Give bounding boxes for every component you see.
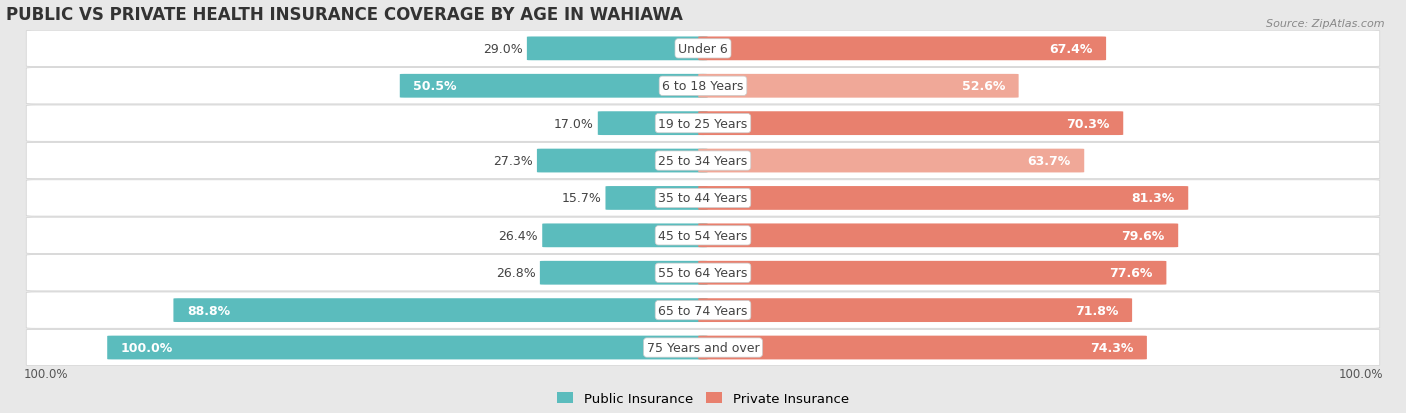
- Text: 55 to 64 Years: 55 to 64 Years: [658, 266, 748, 280]
- FancyBboxPatch shape: [527, 38, 707, 61]
- Text: 100.0%: 100.0%: [24, 367, 67, 380]
- FancyBboxPatch shape: [27, 218, 1379, 254]
- Text: 19 to 25 Years: 19 to 25 Years: [658, 117, 748, 131]
- Text: 77.6%: 77.6%: [1109, 266, 1153, 280]
- Text: Under 6: Under 6: [678, 43, 728, 56]
- FancyBboxPatch shape: [27, 292, 1379, 328]
- FancyBboxPatch shape: [598, 112, 707, 136]
- Text: PUBLIC VS PRIVATE HEALTH INSURANCE COVERAGE BY AGE IN WAHIAWA: PUBLIC VS PRIVATE HEALTH INSURANCE COVER…: [6, 5, 682, 24]
- Text: 35 to 44 Years: 35 to 44 Years: [658, 192, 748, 205]
- FancyBboxPatch shape: [543, 224, 707, 248]
- FancyBboxPatch shape: [27, 180, 1379, 216]
- Text: 79.6%: 79.6%: [1122, 229, 1164, 242]
- FancyBboxPatch shape: [399, 75, 707, 98]
- FancyBboxPatch shape: [699, 112, 1123, 136]
- Text: 50.5%: 50.5%: [413, 80, 457, 93]
- Legend: Public Insurance, Private Insurance: Public Insurance, Private Insurance: [553, 387, 853, 410]
- FancyBboxPatch shape: [699, 261, 1167, 285]
- Text: 71.8%: 71.8%: [1076, 304, 1119, 317]
- FancyBboxPatch shape: [27, 69, 1379, 104]
- FancyBboxPatch shape: [27, 143, 1379, 179]
- FancyBboxPatch shape: [27, 31, 1379, 67]
- Text: 65 to 74 Years: 65 to 74 Years: [658, 304, 748, 317]
- FancyBboxPatch shape: [606, 187, 707, 210]
- Text: 74.3%: 74.3%: [1090, 341, 1133, 354]
- Text: 88.8%: 88.8%: [187, 304, 231, 317]
- Text: 75 Years and over: 75 Years and over: [647, 341, 759, 354]
- Text: 17.0%: 17.0%: [554, 117, 593, 131]
- Text: 26.4%: 26.4%: [499, 229, 538, 242]
- FancyBboxPatch shape: [699, 187, 1188, 210]
- FancyBboxPatch shape: [699, 336, 1147, 360]
- Text: 81.3%: 81.3%: [1132, 192, 1174, 205]
- FancyBboxPatch shape: [173, 299, 707, 322]
- FancyBboxPatch shape: [27, 330, 1379, 366]
- Text: 45 to 54 Years: 45 to 54 Years: [658, 229, 748, 242]
- Text: 26.8%: 26.8%: [496, 266, 536, 280]
- FancyBboxPatch shape: [27, 255, 1379, 291]
- FancyBboxPatch shape: [699, 75, 1018, 98]
- FancyBboxPatch shape: [699, 224, 1178, 248]
- Text: 100.0%: 100.0%: [1339, 367, 1382, 380]
- FancyBboxPatch shape: [107, 336, 707, 360]
- FancyBboxPatch shape: [540, 261, 707, 285]
- FancyBboxPatch shape: [699, 149, 1084, 173]
- FancyBboxPatch shape: [699, 38, 1107, 61]
- Text: Source: ZipAtlas.com: Source: ZipAtlas.com: [1267, 19, 1385, 28]
- FancyBboxPatch shape: [699, 299, 1132, 322]
- Text: 27.3%: 27.3%: [494, 155, 533, 168]
- Text: 100.0%: 100.0%: [121, 341, 173, 354]
- Text: 6 to 18 Years: 6 to 18 Years: [662, 80, 744, 93]
- Text: 15.7%: 15.7%: [561, 192, 602, 205]
- Text: 63.7%: 63.7%: [1028, 155, 1070, 168]
- FancyBboxPatch shape: [27, 106, 1379, 142]
- Text: 67.4%: 67.4%: [1049, 43, 1092, 56]
- Text: 29.0%: 29.0%: [484, 43, 523, 56]
- Text: 52.6%: 52.6%: [962, 80, 1005, 93]
- FancyBboxPatch shape: [537, 149, 707, 173]
- Text: 25 to 34 Years: 25 to 34 Years: [658, 155, 748, 168]
- Text: 70.3%: 70.3%: [1066, 117, 1109, 131]
